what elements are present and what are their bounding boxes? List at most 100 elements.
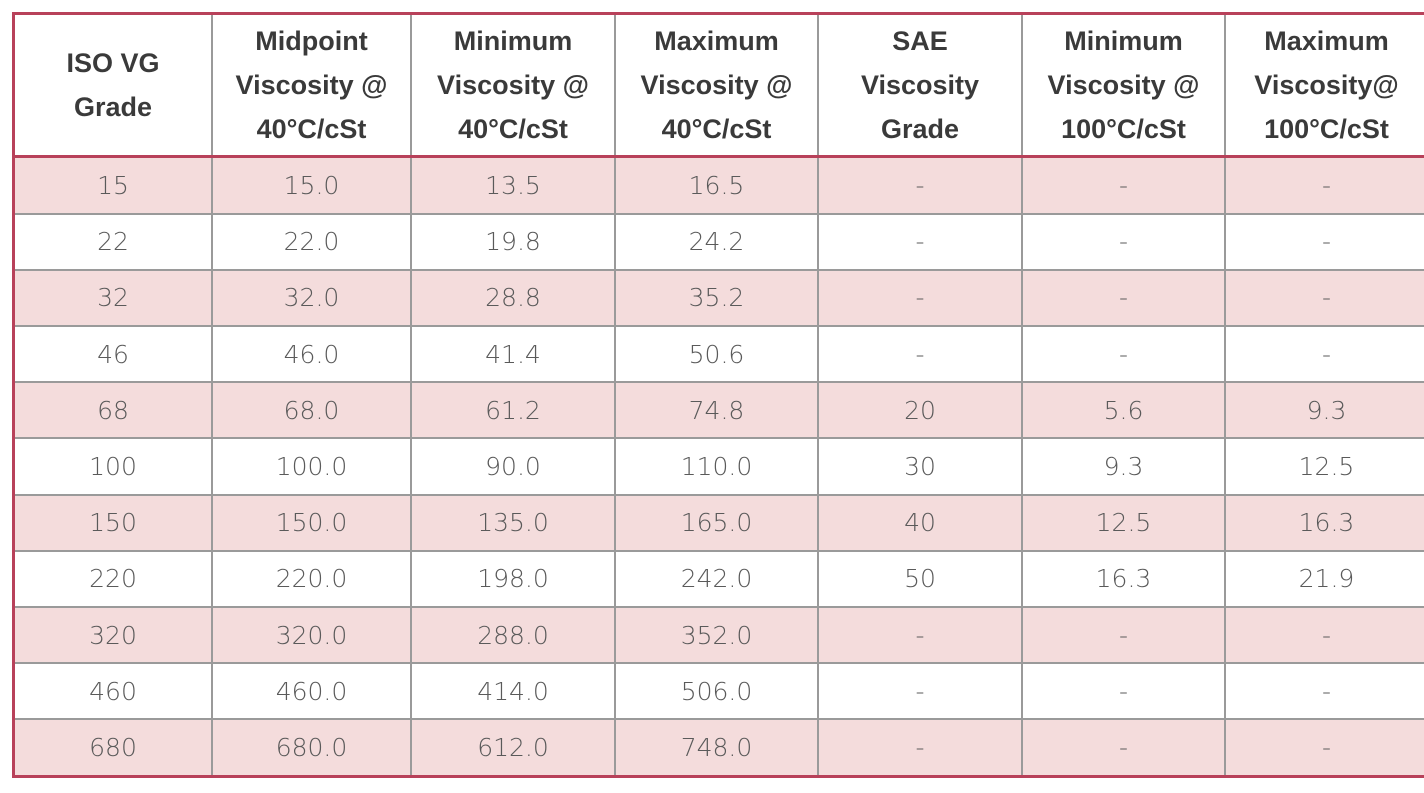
data-cell: - bbox=[1224, 268, 1424, 327]
data-cell: 68 bbox=[12, 381, 213, 440]
data-cell: - bbox=[1021, 324, 1226, 384]
data-cell: - bbox=[1224, 605, 1424, 665]
header-text: 40°C/cSt bbox=[661, 114, 772, 144]
data-row: 15 15.0 13.5 16.5- - - bbox=[12, 155, 1424, 215]
header-cell: ISO VG Grade bbox=[12, 12, 213, 158]
header-text: 100°C/cSt bbox=[1264, 114, 1389, 144]
data-row: 68 68.0 61.2 74.8 20 5.6 9.3 bbox=[12, 381, 1424, 440]
header-text: Maximum bbox=[654, 26, 779, 56]
data-cell: - bbox=[1021, 605, 1226, 665]
data-cell: - bbox=[817, 155, 1023, 215]
data-cell: - bbox=[1224, 662, 1424, 721]
data-cell: - bbox=[1224, 212, 1424, 271]
data-cell: 16.5 bbox=[614, 155, 819, 215]
header-text: Midpoint bbox=[255, 26, 368, 56]
data-row: 100 100.0 90.0 110.0 30 9.3 12.5 bbox=[12, 437, 1424, 496]
data-row: 46 46.0 41.4 50.6- - - bbox=[12, 324, 1424, 384]
data-row: 320 320.0 288.0 352.0- - - bbox=[12, 605, 1424, 665]
header-text: Viscosity @ bbox=[1047, 70, 1200, 100]
data-cell: 22.0 bbox=[211, 212, 412, 271]
data-cell: 220.0 bbox=[211, 549, 412, 608]
data-cell: 28.8 bbox=[410, 268, 616, 327]
header-text: Viscosity@ bbox=[1254, 70, 1399, 100]
data-cell: - bbox=[1021, 662, 1226, 721]
data-cell: 24.2 bbox=[614, 212, 819, 271]
header-cell: Maximum Viscosity @ 40°C/cSt bbox=[614, 12, 819, 158]
data-cell: 460.0 bbox=[211, 662, 412, 721]
data-cell: 242.0 bbox=[614, 549, 819, 608]
header-text: Viscosity @ bbox=[437, 70, 589, 100]
data-cell: 100.0 bbox=[211, 437, 412, 496]
data-cell: 61.2 bbox=[410, 381, 616, 440]
data-cell: 46 bbox=[12, 324, 213, 384]
header-cell: SAE Viscosity Grade bbox=[817, 12, 1023, 158]
header-cell: Maximum Viscosity@ 100°C/cSt bbox=[1224, 12, 1424, 158]
data-cell: 352.0 bbox=[614, 605, 819, 665]
data-cell: 460 bbox=[12, 662, 213, 721]
data-cell: 288.0 bbox=[410, 605, 616, 665]
data-cell: 41.4 bbox=[410, 324, 616, 384]
data-row: 460 460.0 414.0 506.0- - - bbox=[12, 662, 1424, 721]
table-body: 15 15.0 13.5 16.5- - -22 22.0 19.8 24.2- - -32 32.0… bbox=[12, 155, 1424, 778]
data-row: 150 150.0 135.0 165.0 40 12.5 16.3 bbox=[12, 493, 1424, 552]
header-text: Viscosity @ bbox=[235, 70, 388, 100]
data-cell: 13.5 bbox=[410, 155, 616, 215]
data-cell: 198.0 bbox=[410, 549, 616, 608]
data-cell: 100 bbox=[12, 437, 213, 496]
data-cell: 110.0 bbox=[614, 437, 819, 496]
data-cell: 68.0 bbox=[211, 381, 412, 440]
data-cell: - bbox=[1021, 718, 1226, 778]
header-text: Grade bbox=[73, 92, 153, 122]
data-cell: 50 bbox=[817, 549, 1023, 608]
header-row: ISO VG Grade Midpoint Viscosity @40°C/cSt Mi… bbox=[12, 12, 1424, 158]
data-cell: 414.0 bbox=[410, 662, 616, 721]
header-text: 100°C/cSt bbox=[1061, 114, 1186, 144]
header-text: Minimum bbox=[1064, 26, 1183, 56]
data-cell: 220 bbox=[12, 549, 213, 608]
viscosity-table: ISO VG Grade Midpoint Viscosity @40°C/cSt Mi… bbox=[12, 12, 1424, 778]
data-cell: 150.0 bbox=[211, 493, 412, 552]
data-cell: 32.0 bbox=[211, 268, 412, 327]
header-text: Maximum bbox=[1264, 26, 1389, 56]
data-cell: - bbox=[1021, 155, 1226, 215]
data-cell: - bbox=[817, 212, 1023, 271]
data-cell: 15 bbox=[12, 155, 213, 215]
data-row: 680 680.0 612.0 748.0- - - bbox=[12, 718, 1424, 778]
data-cell: 46.0 bbox=[211, 324, 412, 384]
data-cell: 320.0 bbox=[211, 605, 412, 665]
data-cell: 15.0 bbox=[211, 155, 412, 215]
header-cell: Minimum Viscosity @ 40°C/cSt bbox=[410, 12, 616, 158]
data-cell: 320 bbox=[12, 605, 213, 665]
header-cell: Midpoint Viscosity @ 40°C/cSt bbox=[211, 12, 412, 158]
data-cell: 12.5 bbox=[1224, 437, 1424, 496]
data-row: 220 220.0 198.0 242.0 50 16.3 21.9 bbox=[12, 549, 1424, 608]
data-cell: 50.6 bbox=[614, 324, 819, 384]
data-cell: - bbox=[817, 662, 1023, 721]
data-row: 22 22.0 19.8 24.2- - - bbox=[12, 212, 1424, 271]
data-cell: 30 bbox=[817, 437, 1023, 496]
data-cell: - bbox=[1224, 718, 1424, 778]
data-cell: 32 bbox=[12, 268, 213, 327]
header-text: Minimum bbox=[453, 26, 573, 56]
header-text: SAE bbox=[892, 26, 948, 56]
header-text: Viscosity @ bbox=[640, 70, 793, 100]
data-cell: - bbox=[817, 268, 1023, 327]
data-cell: 748.0 bbox=[614, 718, 819, 778]
data-cell: - bbox=[1224, 155, 1424, 215]
data-cell: 5.6 bbox=[1021, 381, 1226, 440]
data-cell: - bbox=[1224, 324, 1424, 384]
data-cell: 16.3 bbox=[1021, 549, 1226, 608]
data-cell: 19.8 bbox=[410, 212, 616, 271]
data-cell: - bbox=[1021, 268, 1226, 327]
data-cell: 135.0 bbox=[410, 493, 616, 552]
header-text: 40°C/cSt bbox=[256, 114, 367, 144]
data-cell: 165.0 bbox=[614, 493, 819, 552]
header-text: Grade bbox=[880, 114, 960, 144]
data-cell: 12.5 bbox=[1021, 493, 1226, 552]
header-text: ISO VG bbox=[66, 48, 160, 78]
data-cell: 9.3 bbox=[1021, 437, 1226, 496]
data-cell: 506.0 bbox=[614, 662, 819, 721]
data-cell: 90.0 bbox=[410, 437, 616, 496]
data-cell: 22 bbox=[12, 212, 213, 271]
